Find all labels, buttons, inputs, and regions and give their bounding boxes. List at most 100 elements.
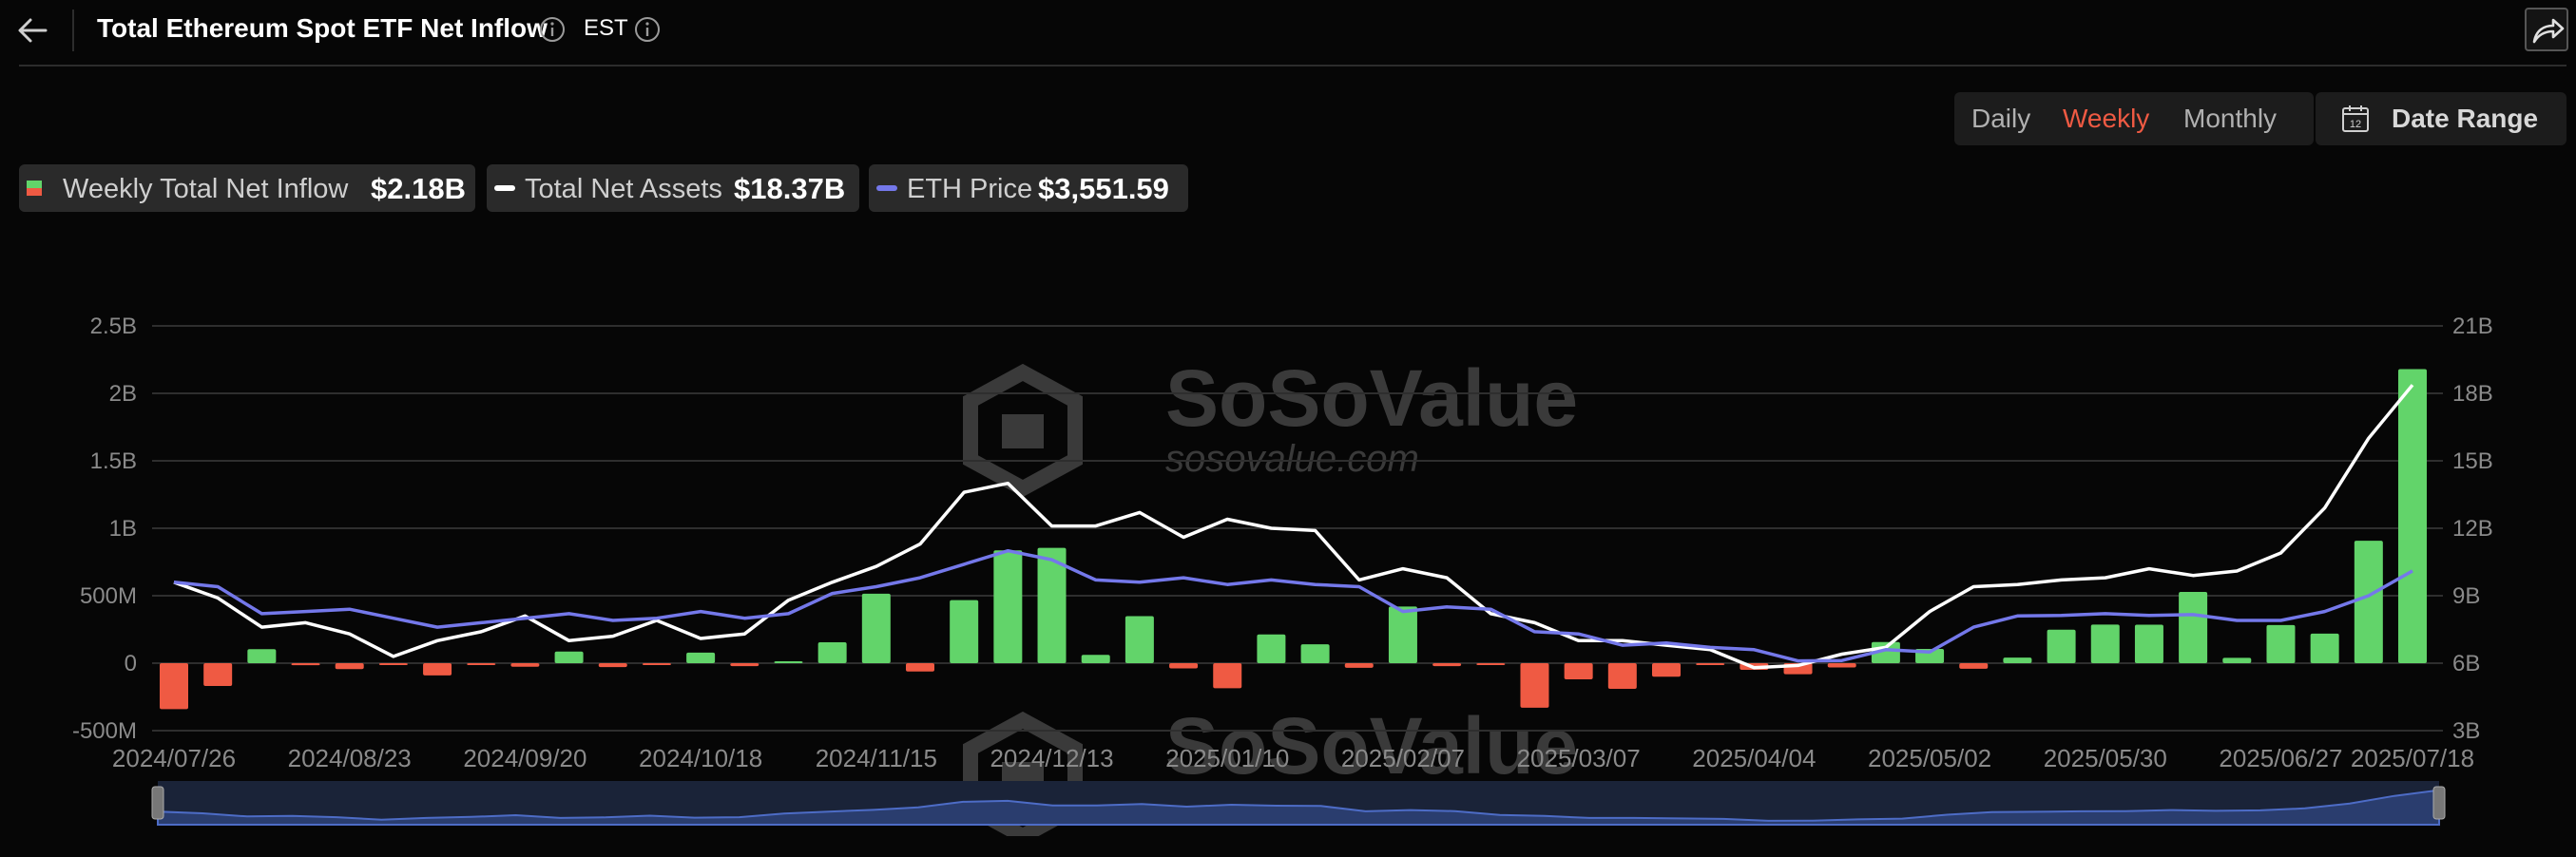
header-bar: Total Ethereum Spot ETF Net Inflow EST	[0, 0, 2576, 67]
inflow-bar	[1125, 616, 1154, 663]
x-tick-label: 2025/04/04	[1692, 744, 1816, 772]
x-tick-label: 2024/08/23	[288, 744, 412, 772]
y-tick-label: -500M	[72, 718, 137, 744]
watermark-logo-icon	[1002, 414, 1044, 448]
y2-tick-label: 15B	[2452, 448, 2493, 474]
inflow-bar	[906, 663, 934, 672]
watermark-url: sosovalue.com	[1165, 438, 1419, 480]
eth-price-line	[173, 548, 2413, 663]
inflow-bar	[1564, 663, 1593, 680]
inflow-bar	[2134, 624, 2163, 663]
range-slider[interactable]	[151, 781, 2446, 826]
x-tick-label: 2024/09/20	[463, 744, 586, 772]
inflow-chart[interactable]: SoSoValuesosovalue.comSoSoValuesosovalue…	[0, 285, 2576, 836]
x-tick-label: 2024/12/13	[990, 744, 1113, 772]
date-range-button[interactable]: 12 Date Range	[2316, 92, 2566, 145]
period-weekly-button[interactable]: Weekly	[2063, 104, 2150, 133]
inflow-bar	[993, 550, 1023, 663]
y-tick-label: 1.5B	[90, 448, 137, 474]
page-title: Total Ethereum Spot ETF Net Inflow	[97, 13, 548, 43]
x-tick-label: 2024/11/15	[816, 744, 937, 772]
y-tick-label: 2.5B	[90, 314, 137, 339]
inflow-bar	[2003, 657, 2032, 663]
share-icon	[2532, 18, 2565, 44]
y2-tick-label: 12B	[2452, 516, 2493, 542]
y-tick-label: 500M	[80, 583, 137, 609]
inflow-bar	[1476, 663, 1506, 665]
x-tick-label: 2024/10/18	[639, 744, 762, 772]
inflow-bar	[160, 663, 188, 710]
legend-value: $2.18B	[371, 172, 466, 205]
period-daily-button[interactable]: Daily	[1971, 104, 2031, 133]
header-underline	[19, 65, 2566, 67]
watermark-logo-icon	[963, 363, 1083, 498]
inflow-bar	[1213, 663, 1242, 689]
inflow-bar	[774, 661, 803, 663]
inflow-bar	[1300, 644, 1330, 663]
inflow-bar	[554, 651, 584, 663]
inflow-bar	[1607, 663, 1637, 689]
svg-text:12: 12	[2350, 119, 2361, 130]
inflow-bar	[2398, 369, 2427, 663]
back-arrow-icon[interactable]	[13, 11, 51, 49]
slider-right-handle-icon	[2432, 786, 2446, 820]
inflow-bar	[291, 663, 320, 666]
inflow-bar	[1520, 663, 1549, 708]
inflow-bar	[1081, 655, 1110, 663]
legend-weekly-net-inflow[interactable]: Weekly Total Net Inflow $2.18B	[19, 164, 475, 212]
inflow-bar	[335, 663, 364, 670]
inflow-bar	[817, 641, 847, 663]
x-tick-label: 2025/02/07	[1341, 744, 1465, 772]
inflow-bar	[2090, 624, 2120, 663]
inflow-bar	[423, 663, 452, 676]
inflow-bar	[1344, 663, 1374, 668]
y-axis-right: 3B 6B 9B 12B 15B 18B 21B	[2452, 314, 2493, 744]
inflow-bar	[2047, 629, 2076, 663]
x-tick-label: 2025/07/18	[2351, 744, 2474, 772]
date-range-label: Date Range	[2392, 104, 2539, 133]
inflow-bar	[598, 663, 627, 668]
x-tick-label: 2025/01/10	[1165, 744, 1289, 772]
inflow-bar	[1257, 634, 1286, 663]
y-tick-label: 0	[125, 651, 137, 676]
inflow-bars	[160, 369, 2427, 710]
inflow-bar	[1432, 663, 1462, 667]
inflow-bar	[378, 663, 408, 665]
period-monthly-button[interactable]: Monthly	[2183, 104, 2278, 133]
series-lines	[173, 384, 2414, 670]
y-tick-label: 2B	[109, 381, 137, 407]
y2-tick-label: 3B	[2452, 718, 2480, 744]
legend-value: $18.37B	[734, 172, 846, 205]
inflow-bar	[1827, 663, 1856, 668]
slider-preview	[157, 789, 2440, 826]
x-tick-label: 2025/06/27	[2219, 744, 2342, 772]
y2-tick-label: 9B	[2452, 583, 2480, 609]
slider-left-handle-icon	[151, 786, 164, 820]
inflow-bar	[642, 663, 671, 665]
watermark-brand: SoSoValue	[1165, 701, 1578, 790]
legend-line-swatch-icon	[494, 185, 515, 191]
legend-label: Total Net Assets	[525, 174, 722, 204]
x-tick-label: 2025/05/02	[1868, 744, 1991, 772]
x-tick-label: 2025/03/07	[1517, 744, 1641, 772]
y2-tick-label: 6B	[2452, 651, 2480, 676]
x-tick-label: 2025/05/30	[2044, 744, 2167, 772]
header-divider	[72, 10, 74, 51]
legend-line-swatch-icon	[876, 185, 897, 191]
inflow-bar	[1959, 663, 1989, 669]
info-icon[interactable]	[538, 15, 567, 44]
inflow-bar	[861, 593, 891, 663]
inflow-bar	[686, 652, 716, 663]
legend-total-net-assets[interactable]: Total Net Assets $18.37B	[487, 164, 859, 212]
inflow-bar	[203, 663, 233, 686]
inflow-bar	[1696, 663, 1725, 665]
timezone-label: EST	[584, 15, 628, 41]
inflow-bar	[2310, 633, 2339, 663]
legend-eth-price[interactable]: ETH Price $3,551.59	[869, 164, 1188, 212]
info-icon[interactable]	[633, 15, 662, 44]
inflow-bar	[1388, 606, 1417, 663]
legend-label: Weekly Total Net Inflow	[63, 174, 349, 204]
inflow-bar	[2179, 592, 2208, 663]
y2-tick-label: 18B	[2452, 381, 2493, 407]
share-button[interactable]	[2525, 8, 2568, 51]
